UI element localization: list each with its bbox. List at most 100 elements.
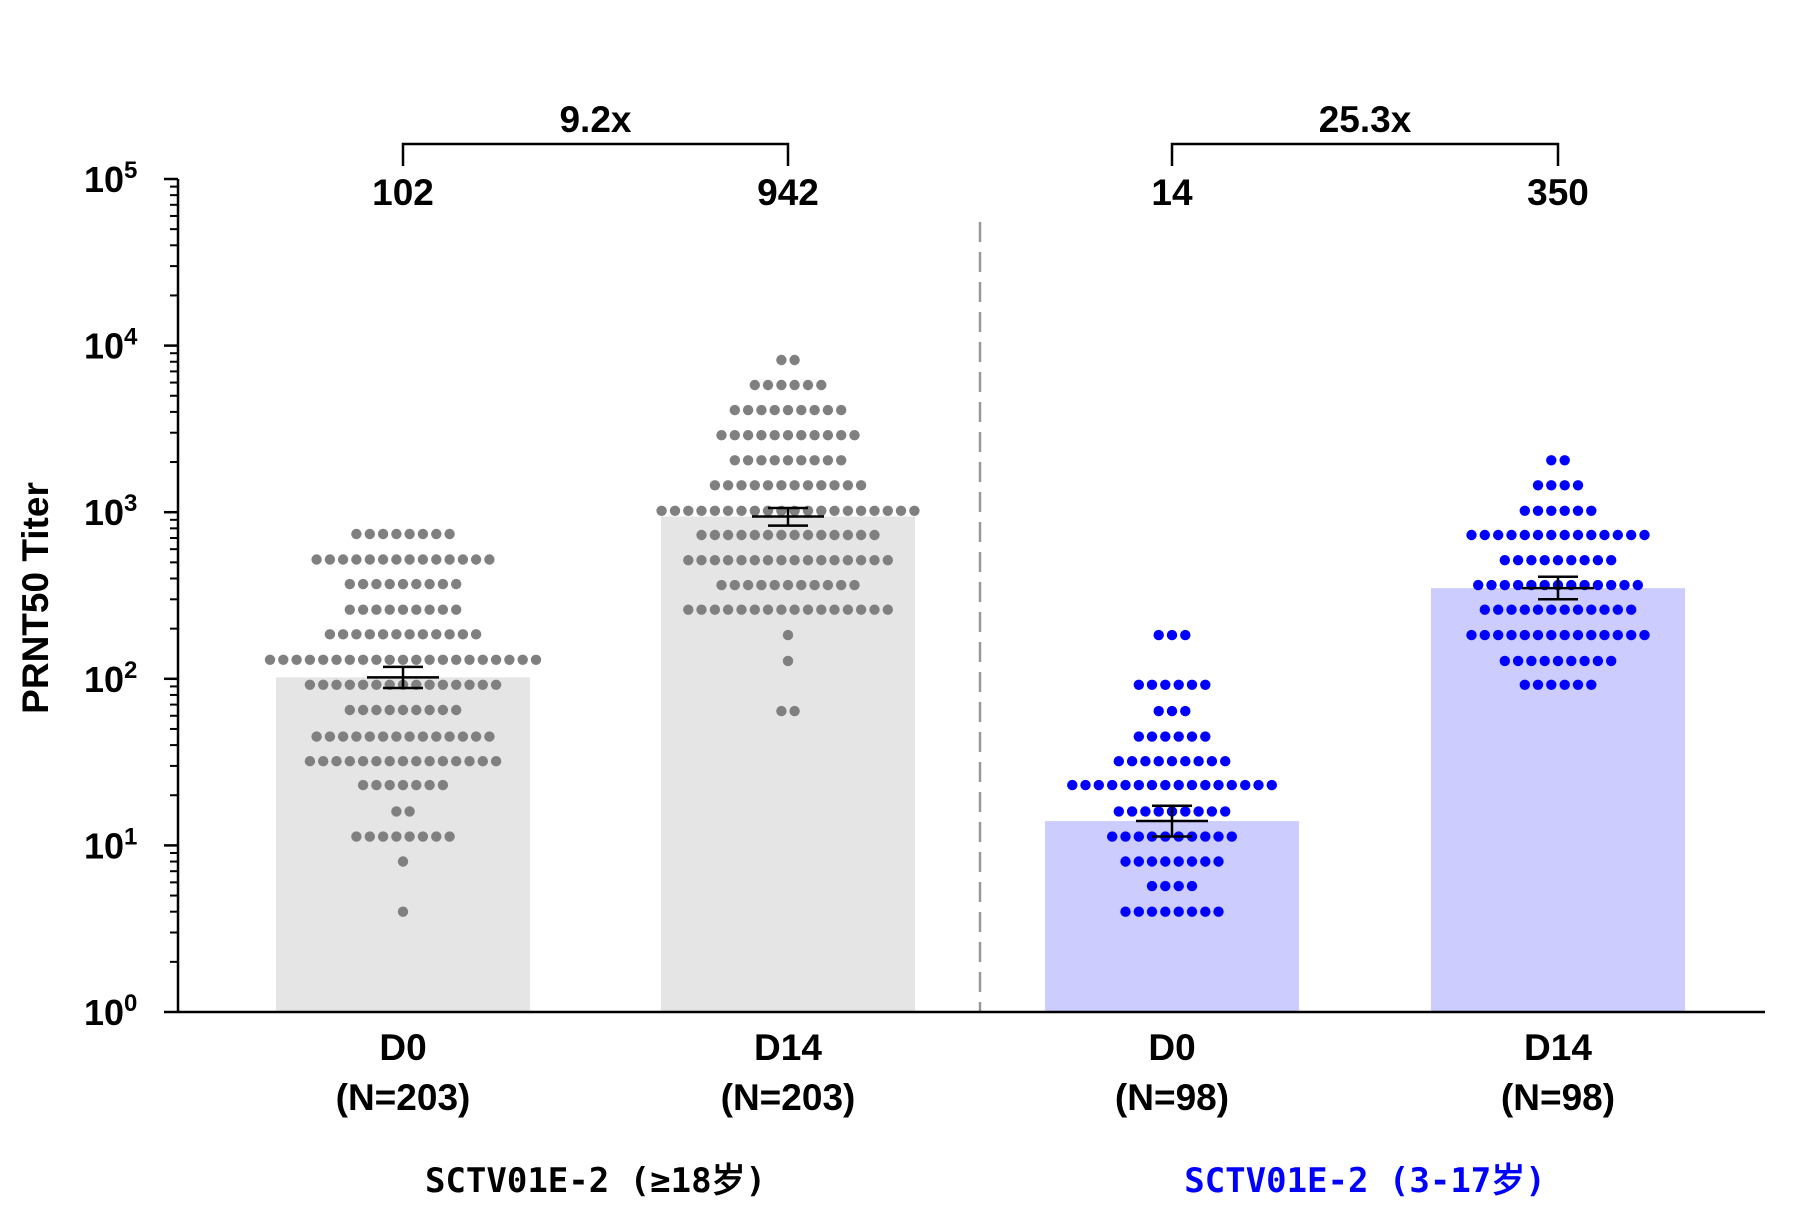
- data-point: [709, 505, 721, 516]
- data-point: [504, 654, 515, 665]
- data-point: [696, 604, 707, 615]
- data-point: [849, 579, 860, 591]
- data-point: [1559, 505, 1570, 516]
- data-point: [729, 579, 740, 591]
- y-tick-label: 101: [84, 823, 137, 866]
- data-point: [397, 906, 409, 917]
- data-point: [391, 731, 402, 742]
- data-point: [404, 629, 415, 640]
- gmt-value-label: 14: [1151, 172, 1193, 213]
- data-point: [709, 529, 721, 541]
- category-n-label: (N=98): [1115, 1077, 1229, 1118]
- data-point: [1266, 779, 1278, 791]
- data-point: [1552, 655, 1564, 667]
- data-point: [736, 505, 747, 516]
- data-point: [437, 578, 449, 590]
- data-point: [344, 654, 355, 665]
- data-point: [802, 604, 814, 615]
- data-point: [742, 430, 754, 441]
- data-point: [318, 756, 329, 767]
- data-point: [351, 554, 362, 565]
- data-point: [1113, 756, 1125, 767]
- data-point: [371, 604, 382, 615]
- data-point: [1532, 505, 1544, 516]
- data-point: [1193, 756, 1204, 767]
- data-point: [1120, 831, 1131, 842]
- data-point: [855, 604, 867, 615]
- data-point: [1539, 655, 1550, 667]
- data-point: [371, 654, 382, 665]
- data-point: [709, 604, 721, 615]
- data-point: [1519, 529, 1531, 541]
- data-point: [696, 555, 707, 566]
- data-point: [417, 629, 429, 640]
- data-point: [324, 554, 336, 565]
- data-point: [437, 679, 449, 690]
- data-point: [304, 756, 316, 767]
- data-point: [364, 831, 375, 842]
- data-point: [816, 604, 827, 615]
- data-point: [404, 528, 415, 540]
- data-point: [357, 779, 369, 791]
- data-point: [391, 831, 402, 842]
- data-point: [377, 731, 389, 742]
- data-point: [411, 704, 422, 716]
- data-point: [1499, 655, 1511, 667]
- data-point: [1067, 779, 1078, 791]
- data-point: [1586, 629, 1597, 641]
- data-point: [470, 731, 482, 742]
- data-point: [477, 756, 488, 767]
- data-point: [683, 555, 694, 566]
- data-point: [451, 756, 462, 767]
- data-point: [1160, 679, 1171, 690]
- data-point: [1173, 906, 1184, 917]
- data-point: [411, 756, 422, 767]
- data-point: [829, 604, 840, 615]
- data-point: [1133, 731, 1145, 742]
- data-point: [1546, 480, 1557, 491]
- group-label: SCTV01E-2 (≥18岁): [425, 1161, 766, 1200]
- data-point: [869, 555, 880, 566]
- data-point: [855, 555, 867, 566]
- data-point: [424, 654, 435, 665]
- fold-change-label: 9.2x: [559, 99, 631, 140]
- gmt-bar: [1431, 588, 1685, 1012]
- data-point: [1220, 756, 1231, 767]
- data-point: [1532, 480, 1544, 491]
- data-point: [1599, 529, 1610, 541]
- data-point: [756, 430, 767, 441]
- data-point: [1572, 604, 1584, 615]
- gmt-value-label: 102: [372, 172, 434, 213]
- data-point: [1572, 629, 1584, 641]
- data-point: [736, 529, 747, 541]
- data-point: [1240, 779, 1251, 791]
- data-point: [836, 404, 847, 416]
- gmt-bar: [661, 516, 915, 1012]
- data-point: [829, 529, 840, 541]
- data-point: [1546, 455, 1557, 466]
- data-point: [829, 480, 840, 491]
- data-point: [337, 629, 349, 640]
- data-point: [1133, 906, 1145, 917]
- data-point: [782, 430, 794, 441]
- data-point: [736, 480, 747, 491]
- data-point: [1186, 856, 1198, 867]
- data-point: [351, 629, 362, 640]
- data-point: [1140, 806, 1151, 817]
- data-point: [444, 629, 455, 640]
- data-point: [1186, 880, 1198, 892]
- data-point: [722, 480, 734, 491]
- data-point: [1140, 756, 1151, 767]
- data-point: [411, 604, 422, 615]
- data-point: [776, 529, 787, 541]
- data-point: [1572, 505, 1584, 516]
- data-point: [822, 430, 834, 441]
- category-n-label: (N=98): [1501, 1077, 1615, 1118]
- data-point: [1166, 705, 1178, 717]
- data-point: [855, 529, 867, 541]
- data-point: [1519, 679, 1531, 690]
- data-point: [769, 579, 780, 591]
- data-point: [397, 704, 409, 716]
- data-point: [444, 528, 455, 540]
- data-point: [1546, 629, 1557, 641]
